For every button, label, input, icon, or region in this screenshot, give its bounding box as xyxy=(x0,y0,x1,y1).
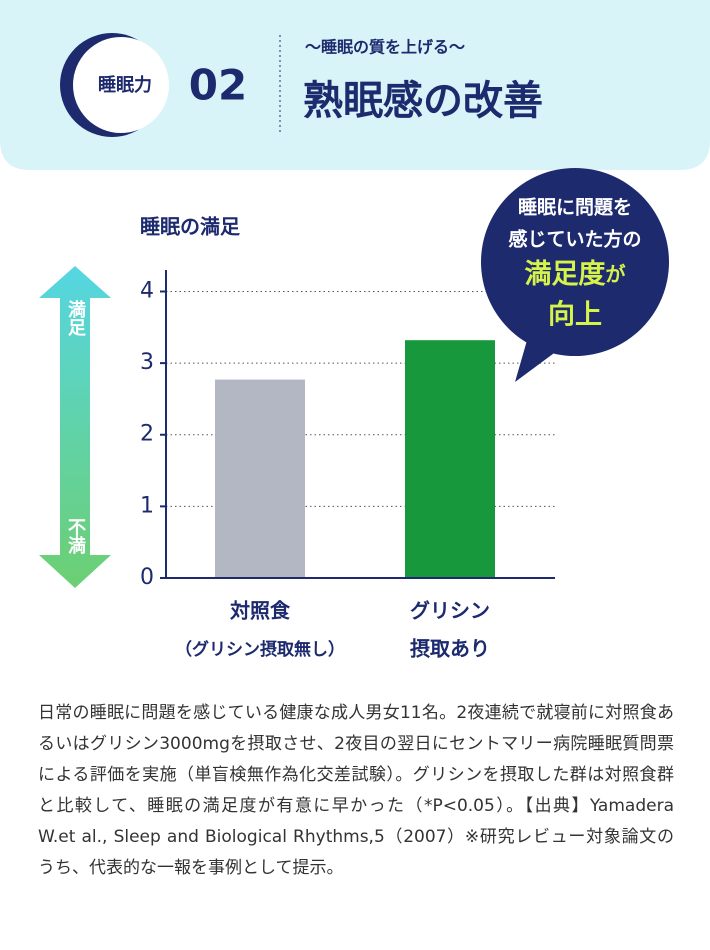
badge-number: 02 xyxy=(189,61,247,110)
y-tick-label: 1 xyxy=(140,493,154,518)
x-tick-label: （グリシン摂取無し） xyxy=(175,639,345,660)
y-tick-label: 3 xyxy=(140,350,154,375)
scale-arrow xyxy=(39,266,111,588)
y-label: 睡眠の満足 xyxy=(140,215,241,239)
callout xyxy=(481,168,669,356)
x-tick-label: 摂取あり xyxy=(410,637,490,661)
callout-result: 向上 xyxy=(548,299,602,331)
y-tick-label: 4 xyxy=(140,278,154,303)
header-bg xyxy=(0,0,710,170)
subtitle: 〜睡眠の質を上げる〜 xyxy=(305,38,465,57)
scale-top: 満足 xyxy=(65,299,86,337)
bar xyxy=(215,379,305,578)
title: 熟眠感の改善 xyxy=(303,78,543,124)
scale-bottom: 不満 xyxy=(65,518,86,555)
callout-line: 睡眠に問題を xyxy=(518,197,632,219)
bar xyxy=(405,340,495,578)
infographic: 睡眠力 02 〜睡眠の質を上げる〜 熟眠感の改善 睡眠の満足 満足 不満 0 1 2… xyxy=(0,0,710,661)
badge: 睡眠力 xyxy=(98,75,152,96)
callout-line: 感じていた方の xyxy=(508,228,641,251)
particle: が xyxy=(606,262,626,286)
x-tick-label: グリシン xyxy=(410,599,490,623)
y-tick-label: 2 xyxy=(140,422,154,447)
y-tick-label: 0 xyxy=(140,565,154,590)
highlight: 満足度 xyxy=(525,259,606,290)
x-tick-label: 対照食 xyxy=(229,599,291,623)
moon-cut xyxy=(73,37,169,133)
callout-highlight: 満足度が xyxy=(525,259,626,290)
footnote: 日常の睡眠に問題を感じている健康な成人男女11名。2夜連続で就寝前に対照食あるい… xyxy=(38,703,674,878)
